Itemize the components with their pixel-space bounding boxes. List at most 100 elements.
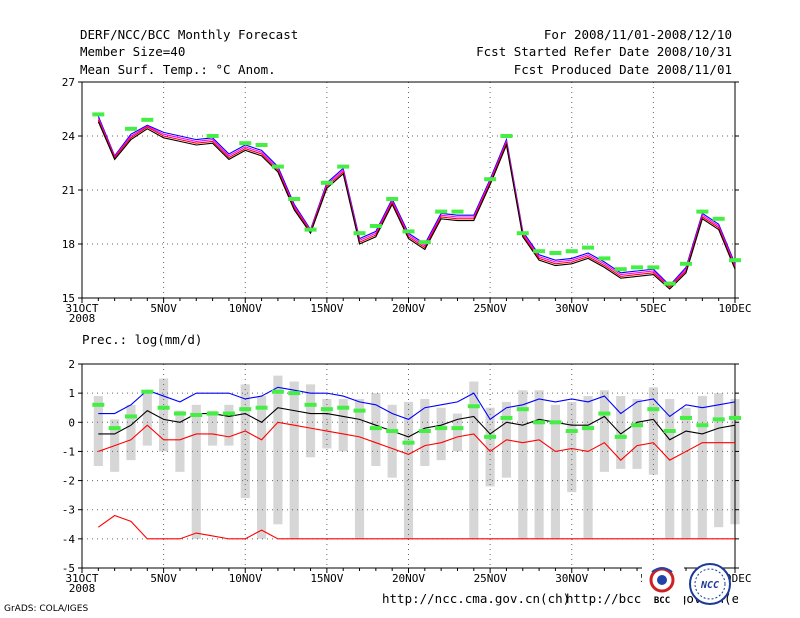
temp-observed-38 — [696, 209, 709, 214]
temp-xtick-label: 10NOV — [229, 302, 262, 315]
temp-ytick-label: 27 — [62, 76, 75, 89]
temp-observed-19 — [386, 197, 399, 201]
prec-ytick-label: -2 — [62, 475, 75, 488]
logos: BCC NCC — [642, 563, 731, 606]
temp-xtick-label: 5DEC — [640, 302, 667, 315]
prec-range-bar-19 — [387, 404, 397, 478]
prec-observed-28 — [533, 420, 546, 425]
ncc-logo: NCC — [689, 563, 731, 605]
temp-series-blue — [97, 115, 736, 287]
prec-series-min — [98, 514, 735, 540]
temp-xtick-label: 30NOV — [555, 302, 588, 315]
temp-observed-8 — [206, 134, 219, 138]
prec-ytick-label: -3 — [62, 504, 75, 517]
prec-range-bar-22 — [436, 407, 446, 461]
temp-xtick-label: 31OCT — [65, 302, 98, 315]
temp-observed-27 — [516, 231, 529, 236]
prec-observed-40 — [729, 415, 741, 420]
temp-xtick-label: 20NOV — [392, 302, 425, 315]
temp-observed-29 — [549, 251, 562, 255]
prec-observed-5 — [157, 405, 170, 410]
prec-observed-20 — [402, 440, 415, 445]
prec-xtick-label: 25NOV — [474, 572, 507, 585]
prec-range-bar-20 — [403, 401, 414, 539]
temp-observed-12 — [271, 164, 284, 169]
prec-observed-13 — [288, 391, 301, 396]
forecast-produced-date: Fcst Produced Date 2008/11/01 — [513, 62, 732, 77]
prec-range-bar-23 — [452, 413, 463, 452]
ncc-logo-text: NCC — [700, 580, 719, 591]
prec-range-bar-31 — [583, 396, 593, 539]
prec-observed-16 — [337, 405, 350, 410]
forecast-started-date: Fcst Started Refer Date 2008/10/31 — [476, 44, 732, 59]
prec-observed-31 — [582, 426, 595, 431]
prec-observed-26 — [500, 415, 513, 420]
prec-range-bar-15 — [322, 398, 332, 449]
prec-range-bar-27 — [518, 390, 528, 539]
prec-range-bar-13 — [289, 381, 299, 539]
prec-observed-6 — [173, 411, 186, 416]
bcc-logo: BCC — [642, 564, 684, 606]
prec-observed-3 — [124, 414, 137, 419]
prec-xtick-label: 20NOV — [392, 572, 425, 585]
prec-series-mean — [98, 407, 736, 441]
prec-range-bar-37 — [681, 407, 691, 539]
prec-ytick-label: -4 — [62, 533, 76, 546]
prec-range-bar-29 — [550, 404, 560, 539]
prec-range-bar-9 — [224, 404, 234, 446]
temp-observed-18 — [369, 224, 382, 228]
prec-range-bar-35 — [648, 387, 658, 475]
prec-range-bar-12 — [273, 375, 283, 525]
prec-ytick-label: 1 — [68, 387, 75, 400]
prec-xtick-label: 31OCT — [65, 572, 98, 585]
temp-xtick-label: 25NOV — [474, 302, 507, 315]
prec-range-bar-11 — [257, 396, 267, 539]
chart-title: DERF/NCC/BCC Monthly Forecast — [80, 27, 299, 42]
prec-observed-35 — [647, 407, 660, 412]
prec-observed-21 — [418, 429, 431, 434]
temp-observed-4 — [141, 117, 154, 122]
grads-credit: GrADS: COLA/IGES — [4, 604, 89, 614]
temp-observed-22 — [435, 209, 448, 214]
prec-observed-23 — [451, 426, 464, 431]
prec-range-bar-14 — [305, 384, 316, 458]
prec-observed-33 — [614, 434, 627, 439]
temp-ytick-label: 18 — [62, 238, 75, 251]
prec-ytick-label: -1 — [62, 445, 75, 458]
temp-observed-25 — [484, 177, 497, 182]
prec-observed-9 — [222, 411, 235, 416]
temp-observed-20 — [402, 229, 415, 234]
prec-range-bar-4 — [142, 390, 152, 446]
prec-observed-10 — [239, 407, 252, 412]
precipitation-panel: -5 -4 -3 -2 -1 0 1 2 31OCT 5NOV 10NOV 15NOV 20NOV 25N… — [62, 358, 752, 595]
prec-xtick-label: 30NOV — [555, 572, 588, 585]
prec-range-bar-24 — [469, 381, 479, 539]
prec-range-bar-6 — [175, 410, 185, 472]
temp-observed-3 — [124, 126, 137, 131]
temp-observed-16 — [337, 164, 350, 169]
prec-range-bar-38 — [697, 396, 707, 539]
temp-observed-26 — [500, 134, 513, 138]
prec-year-label: 2008 — [69, 582, 96, 595]
prec-observed-37 — [680, 415, 693, 420]
temp-xtick-label: 5NOV — [150, 302, 177, 315]
prec-range-bar-25 — [485, 407, 495, 487]
temp-observed-10 — [239, 141, 252, 146]
prec-observed-29 — [549, 420, 562, 425]
prec-range-bar-39 — [714, 393, 724, 528]
temp-observed-34 — [631, 265, 644, 270]
footer-url-ch[interactable]: http://ncc.cma.gov.cn(ch) — [382, 591, 571, 606]
temp-series-black — [97, 121, 736, 290]
prec-range-bar-10 — [240, 384, 250, 499]
prec-xtick-label: 15NOV — [310, 572, 343, 585]
temp-observed-31 — [582, 245, 595, 250]
temp-ytick-label: 15 — [62, 292, 75, 305]
temp-observed-23 — [451, 209, 464, 214]
variable-label: Mean Surf. Temp.: °C Anom. — [80, 62, 276, 77]
prec-range-bar-3 — [126, 404, 136, 461]
prec-ytick-label: -5 — [62, 562, 75, 575]
prec-range-bar-36 — [665, 398, 675, 539]
temp-observed-40 — [729, 258, 741, 263]
precip-title: Prec.: log(mm/d) — [82, 332, 202, 347]
prec-observed-7 — [190, 413, 203, 417]
